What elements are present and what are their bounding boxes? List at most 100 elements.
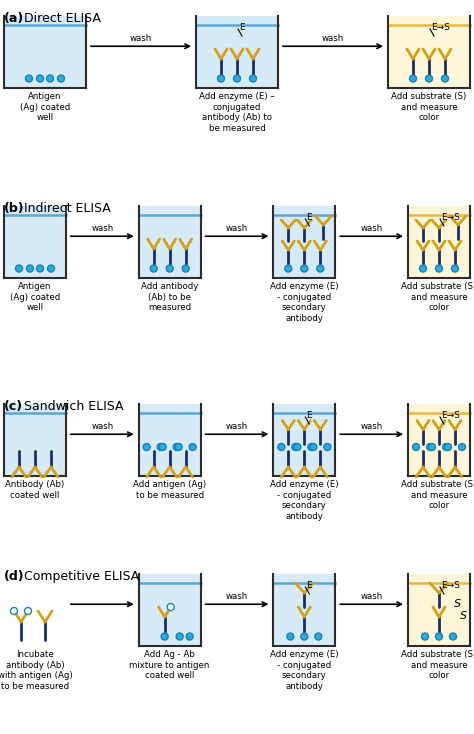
Circle shape	[426, 75, 432, 82]
Text: wash: wash	[322, 34, 344, 43]
Bar	[4, 206, 66, 278]
Text: Sandwich ELISA: Sandwich ELISA	[20, 400, 124, 413]
Text: E→S: E→S	[441, 410, 460, 420]
Text: S: S	[460, 611, 467, 621]
Text: (b): (b)	[4, 202, 25, 215]
Text: Add enzyme (E)
- conjugated
secondary
antibody: Add enzyme (E) - conjugated secondary an…	[270, 650, 338, 691]
Circle shape	[186, 633, 193, 640]
Text: E: E	[306, 410, 312, 420]
Bar	[388, 16, 470, 88]
Circle shape	[308, 443, 315, 451]
Text: wash: wash	[361, 422, 383, 432]
Text: wash: wash	[361, 592, 383, 601]
Bar	[196, 16, 278, 88]
Circle shape	[57, 75, 64, 82]
Circle shape	[46, 75, 54, 82]
Circle shape	[317, 265, 324, 272]
Circle shape	[16, 265, 22, 272]
Circle shape	[301, 633, 308, 640]
Bar	[4, 404, 66, 476]
Circle shape	[436, 265, 443, 272]
Circle shape	[410, 75, 417, 82]
Text: wash: wash	[91, 422, 113, 432]
Bar	[273, 404, 335, 476]
Circle shape	[166, 265, 173, 272]
Circle shape	[175, 443, 182, 451]
Circle shape	[36, 265, 44, 272]
Circle shape	[26, 75, 33, 82]
Text: wash: wash	[361, 225, 383, 233]
Circle shape	[310, 443, 317, 451]
Text: wash: wash	[226, 422, 248, 432]
Text: E→S: E→S	[441, 213, 460, 222]
Text: E: E	[306, 213, 312, 222]
Text: Indirect ELISA: Indirect ELISA	[20, 202, 111, 215]
Circle shape	[436, 633, 443, 640]
Bar	[139, 404, 201, 476]
Text: wash: wash	[226, 592, 248, 601]
Text: Add substrate (S)
and measure
color: Add substrate (S) and measure color	[392, 92, 466, 123]
Text: (c): (c)	[4, 400, 23, 413]
Bar	[408, 404, 470, 476]
Circle shape	[287, 633, 294, 640]
Text: Competitive ELISA: Competitive ELISA	[20, 570, 139, 583]
Text: Add substrate (S)
and measure
color: Add substrate (S) and measure color	[401, 650, 474, 680]
Circle shape	[292, 443, 299, 451]
Text: (d): (d)	[4, 570, 25, 583]
Text: Add enzyme (E)
- conjugated
secondary
antibody: Add enzyme (E) - conjugated secondary an…	[270, 480, 338, 521]
Circle shape	[445, 443, 452, 451]
Text: Add substrate (S)
and measure
color: Add substrate (S) and measure color	[401, 282, 474, 313]
Bar	[408, 574, 470, 646]
Circle shape	[421, 633, 428, 640]
Text: wash: wash	[91, 225, 113, 233]
Circle shape	[36, 75, 44, 82]
Text: E→S: E→S	[431, 23, 450, 32]
Circle shape	[157, 443, 164, 451]
Text: Antigen
(Ag) coated
well: Antigen (Ag) coated well	[20, 92, 70, 123]
Text: Add enzyme (E)
- conjugated
secondary
antibody: Add enzyme (E) - conjugated secondary an…	[270, 282, 338, 323]
Bar	[273, 574, 335, 646]
Circle shape	[189, 443, 196, 451]
Circle shape	[294, 443, 301, 451]
Circle shape	[182, 265, 189, 272]
Circle shape	[25, 608, 31, 614]
Circle shape	[173, 443, 180, 451]
Circle shape	[176, 633, 183, 640]
Text: Direct ELISA: Direct ELISA	[20, 12, 101, 25]
Circle shape	[161, 633, 168, 640]
Circle shape	[458, 443, 465, 451]
Bar	[273, 206, 335, 278]
Circle shape	[218, 75, 225, 82]
Circle shape	[428, 443, 436, 451]
Circle shape	[412, 443, 419, 451]
Circle shape	[452, 265, 458, 272]
Text: Antibody (Ab)
coated well: Antibody (Ab) coated well	[5, 480, 64, 500]
Bar	[139, 206, 201, 278]
Circle shape	[143, 443, 150, 451]
Text: E: E	[306, 581, 312, 589]
Circle shape	[427, 443, 434, 451]
Text: S: S	[454, 599, 461, 609]
Circle shape	[249, 75, 256, 82]
Circle shape	[441, 75, 448, 82]
Circle shape	[449, 633, 456, 640]
Text: Add antigen (Ag)
to be measured: Add antigen (Ag) to be measured	[133, 480, 206, 500]
Circle shape	[315, 633, 322, 640]
Text: (a): (a)	[4, 12, 24, 25]
Circle shape	[159, 443, 166, 451]
Circle shape	[419, 265, 427, 272]
Text: E: E	[239, 23, 245, 32]
Circle shape	[234, 75, 240, 82]
Circle shape	[27, 265, 34, 272]
Circle shape	[301, 265, 308, 272]
Circle shape	[10, 608, 18, 614]
Text: Incubate
antibody (Ab)
with antigen (Ag)
to be measured: Incubate antibody (Ab) with antigen (Ag)…	[0, 650, 73, 691]
Text: E→S: E→S	[441, 581, 460, 589]
Text: Add Ag - Ab
mixture to antigen
coated well: Add Ag - Ab mixture to antigen coated we…	[129, 650, 210, 680]
Text: Add substrate (S)
and measure
color: Add substrate (S) and measure color	[401, 480, 474, 511]
Text: Add enzyme (E) –
conjugated
antibody (Ab) to
be measured: Add enzyme (E) – conjugated antibody (Ab…	[199, 92, 275, 134]
Text: Add antibody
(Ab) to be
measured: Add antibody (Ab) to be measured	[141, 282, 198, 313]
Bar	[4, 16, 86, 88]
Circle shape	[324, 443, 331, 451]
Text: wash: wash	[226, 225, 248, 233]
